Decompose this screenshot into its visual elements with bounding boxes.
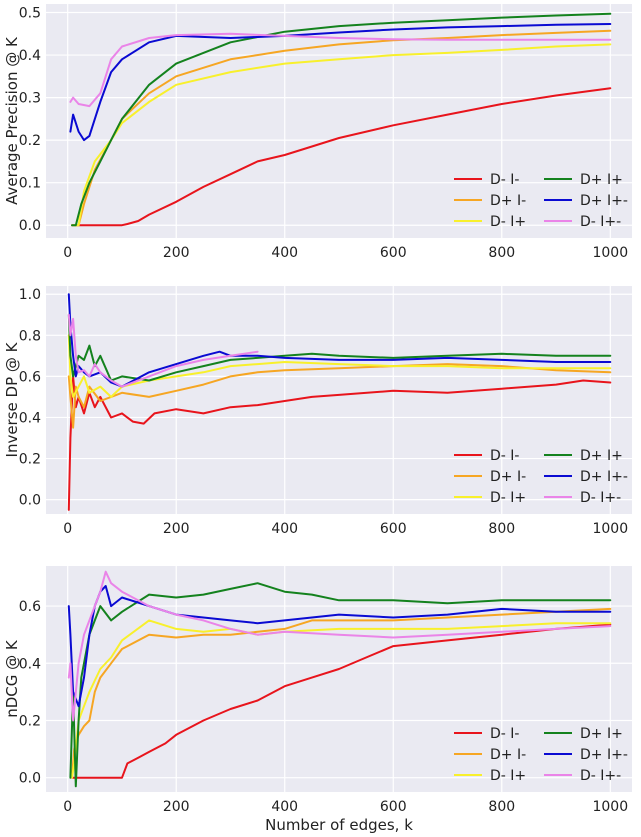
x-tick-label: 1000 (592, 521, 628, 537)
series-line (71, 607, 612, 779)
legend-entry: D- I+- (580, 768, 621, 784)
series-line (67, 313, 259, 388)
series-group (67, 293, 612, 511)
y-tick-label: 0.2 (19, 713, 41, 729)
y-tick-label: 0.0 (19, 493, 41, 509)
legend-entry: D- I+- (580, 490, 621, 506)
legend-entry: D- I- (490, 726, 519, 742)
legend-entry: D+ I- (490, 747, 526, 763)
legend-entry: D+ I+ (580, 172, 623, 188)
x-tick-label: 800 (488, 799, 515, 815)
y-tick-label: 0.6 (19, 369, 41, 385)
series-line (69, 582, 612, 788)
y-axis-label: Inverse DP @ K (3, 341, 21, 457)
x-tick-label: 200 (163, 521, 190, 537)
x-tick-label: 0 (63, 521, 72, 537)
y-tick-label: 0.1 (19, 176, 41, 192)
x-tick-label: 1000 (592, 245, 628, 261)
gridlines (46, 286, 632, 514)
series-line (71, 29, 612, 227)
series-group (69, 12, 612, 227)
series-line (69, 32, 612, 108)
y-tick-label: 0.4 (19, 48, 41, 64)
x-tick-label: 400 (271, 521, 298, 537)
x-tick-label: 600 (380, 521, 407, 537)
y-axis-label: Average Precision @ K (3, 36, 21, 205)
x-tick-label: 200 (163, 245, 190, 261)
legend-entry: D+ I+ (580, 448, 623, 464)
x-tick-label: 400 (271, 799, 298, 815)
x-tick-label: 0 (63, 245, 72, 261)
legend: D- I- D+ I- D- I+ D+ I+ D+ I+- D- I+- (454, 172, 628, 230)
x-tick-label: 200 (163, 799, 190, 815)
series-line (67, 334, 612, 398)
legend-entry: D+ I- (490, 193, 526, 209)
y-tick-label: 1.0 (19, 287, 41, 303)
series-line (71, 619, 612, 779)
y-tick-label: 0.4 (19, 410, 41, 426)
series-line (71, 43, 612, 227)
legend-entry: D- I+ (490, 490, 526, 506)
y-tick-label: 0.2 (19, 133, 41, 149)
series-line (67, 570, 612, 722)
legend-entry: D+ I- (490, 469, 526, 485)
legend: D- I- D+ I- D- I+ D+ I+ D+ I+- D- I+- (454, 726, 628, 784)
x-tick-label: 0 (63, 799, 72, 815)
plot-area (46, 4, 632, 238)
chart-panel-3: 0 200 400 600 800 1000 0.0 0.2 0.4 0.6 nDCG @ K Num… (3, 566, 632, 834)
y-tick-label: 0.6 (19, 599, 41, 615)
x-tick-label: 1000 (592, 799, 628, 815)
legend-entry: D+ I+- (580, 469, 628, 485)
x-tick-label: 600 (380, 245, 407, 261)
legend-entry: D- I+- (580, 214, 621, 230)
y-tick-label: 0.8 (19, 328, 41, 344)
x-tick-label: 400 (271, 245, 298, 261)
legend: D- I- D+ I- D- I+ D+ I+ D+ I+- D- I+- (454, 448, 628, 506)
series-line (71, 87, 612, 227)
legend-entry: D- I+ (490, 214, 526, 230)
chart-panel-1: 0 200 400 600 800 1000 0.0 0.1 0.2 0.3 0.4 0.5 Avera… (3, 4, 632, 261)
x-tick-label: 800 (488, 521, 515, 537)
y-tick-label: 0.5 (19, 6, 41, 22)
x-tick-label: 600 (380, 799, 407, 815)
legend-entry: D- I- (490, 172, 519, 188)
gridlines (46, 4, 632, 238)
y-tick-label: 0.0 (19, 218, 41, 234)
x-tick-label: 800 (488, 245, 515, 261)
legend-entry: D+ I+- (580, 747, 628, 763)
legend-entry: D+ I+ (580, 726, 623, 742)
x-axis-label: Number of edges, k (265, 816, 413, 834)
series-line (71, 623, 612, 779)
series-line (69, 23, 612, 142)
plot-area (46, 286, 632, 514)
legend-entry: D- I+ (490, 768, 526, 784)
chart-panel-2: 0 200 400 600 800 1000 0.0 0.2 0.4 0.6 0.8 1.0 Inver… (3, 286, 632, 537)
series-line (71, 12, 612, 227)
legend-entry: D- I- (490, 448, 519, 464)
series-group (67, 570, 612, 788)
y-tick-label: 0.3 (19, 91, 41, 107)
y-tick-label: 0.2 (19, 452, 41, 468)
y-tick-label: 0.0 (19, 771, 41, 787)
y-axis-label: nDCG @ K (3, 639, 21, 718)
gridlines (46, 566, 632, 792)
legend-entry: D+ I+- (580, 193, 628, 209)
y-tick-label: 0.4 (19, 656, 41, 672)
series-line (67, 313, 612, 382)
